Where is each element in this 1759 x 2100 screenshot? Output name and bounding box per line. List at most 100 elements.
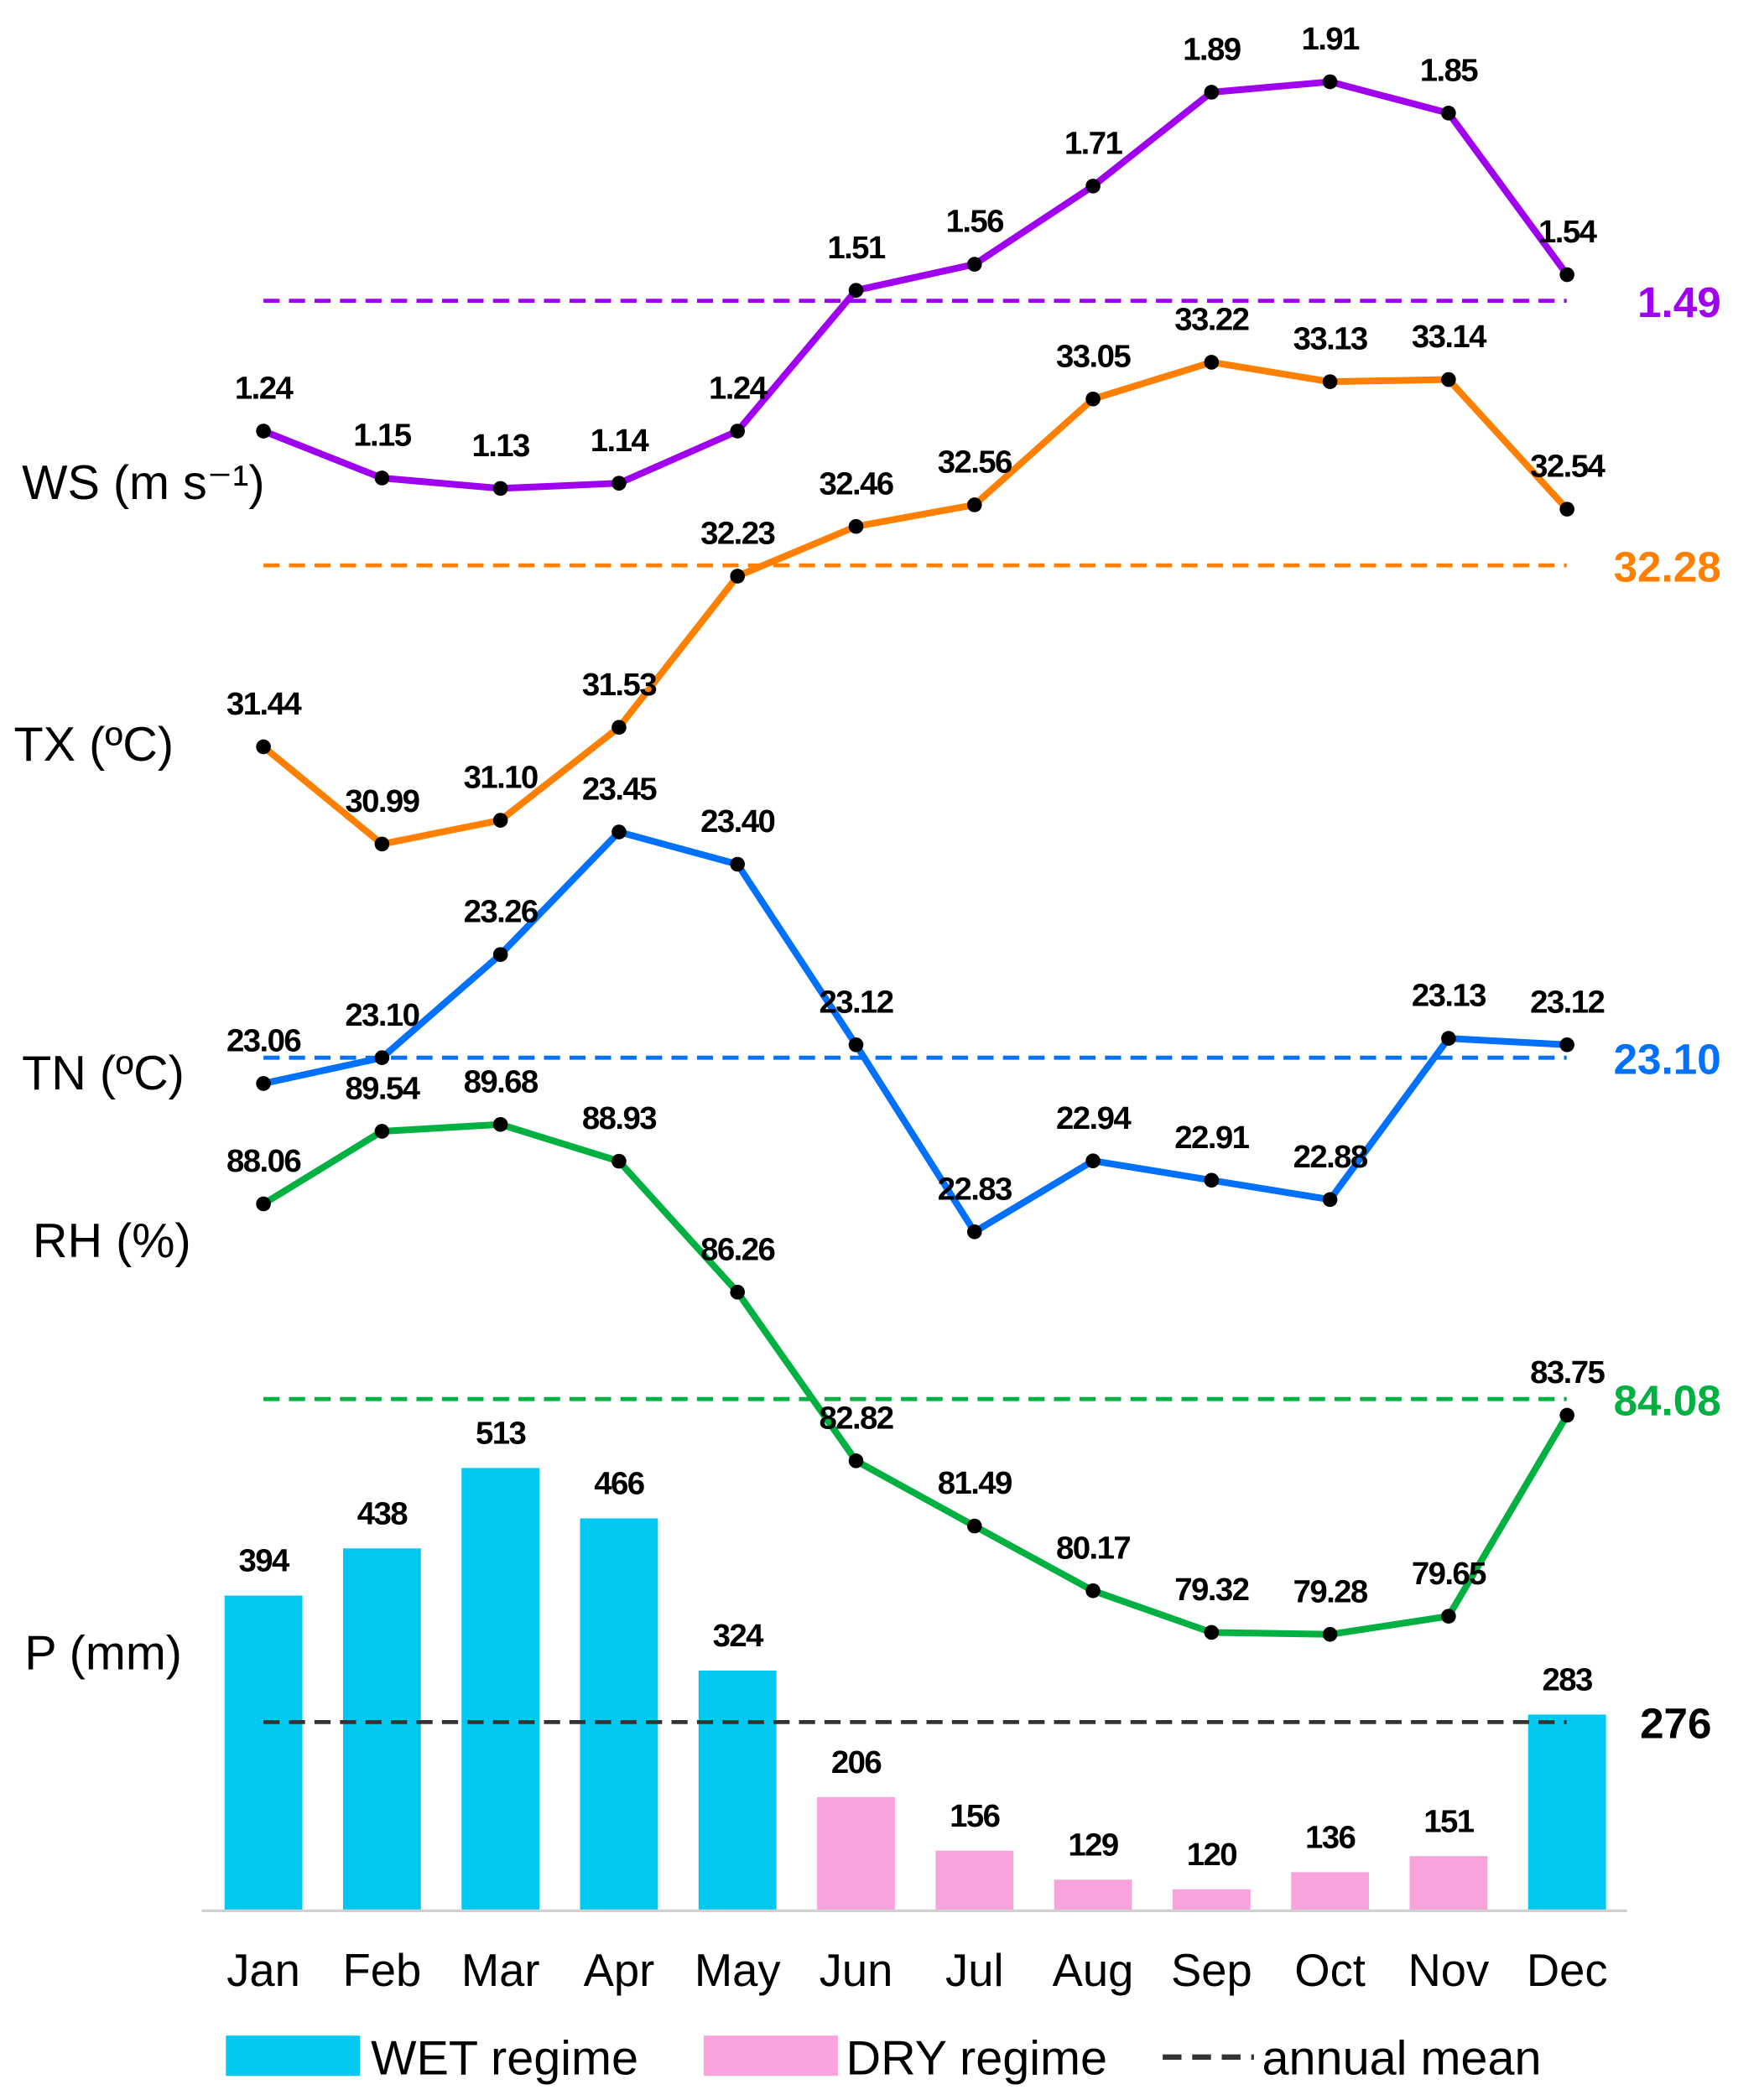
point-tx-sep	[1204, 355, 1220, 370]
data-label-ws: 1.56	[946, 204, 1004, 240]
point-rh-jan	[256, 1196, 271, 1212]
data-label-rh: 86.26	[700, 1231, 774, 1267]
month-label-feb: Feb	[343, 1945, 422, 1996]
data-label-tx: 33.05	[1056, 338, 1131, 374]
bar-p-nov	[1409, 1856, 1488, 1911]
mean-label-tx: 32.28	[1614, 543, 1721, 590]
point-rh-apr	[611, 1153, 627, 1169]
data-label-tn: 22.94	[1056, 1100, 1132, 1136]
data-label-tx: 31.53	[582, 667, 656, 703]
point-rh-feb	[374, 1124, 390, 1139]
bar-p-dec	[1527, 1714, 1606, 1911]
bar-label-p: 324	[713, 1618, 765, 1654]
data-label-rh: 82.82	[819, 1400, 893, 1436]
legend-swatch-dry	[703, 2035, 838, 2077]
point-ws-mar	[492, 481, 508, 496]
month-label-nov: Nov	[1408, 1945, 1491, 1996]
point-tn-jun	[848, 1037, 864, 1053]
data-label-ws: 1.89	[1183, 32, 1241, 68]
point-tn-oct	[1322, 1192, 1338, 1208]
data-label-rh: 89.68	[464, 1063, 539, 1099]
data-label-rh: 79.28	[1293, 1573, 1368, 1609]
data-label-rh: 79.65	[1412, 1556, 1486, 1592]
data-label-tn: 23.40	[700, 803, 774, 839]
mean-label-rh: 84.08	[1614, 1376, 1721, 1424]
point-tx-jan	[256, 739, 271, 755]
data-label-tn: 23.12	[819, 984, 893, 1020]
data-label-rh: 89.54	[345, 1071, 420, 1107]
point-ws-dec	[1559, 267, 1574, 283]
month-label-oct: Oct	[1294, 1945, 1366, 1996]
point-tx-may	[730, 569, 746, 584]
bar-label-p: 394	[238, 1543, 290, 1579]
data-label-tx: 31.10	[464, 760, 538, 796]
data-label-ws: 1.24	[235, 371, 294, 407]
month-label-jun: Jun	[820, 1945, 893, 1996]
point-tn-jul	[966, 1224, 982, 1240]
point-rh-jul	[966, 1518, 982, 1534]
data-label-tn: 23.45	[582, 772, 657, 808]
data-label-tx: 32.23	[700, 516, 774, 552]
data-label-rh: 81.49	[938, 1465, 1012, 1501]
data-label-tn: 23.13	[1412, 978, 1486, 1014]
data-label-tx: 33.22	[1174, 302, 1248, 338]
point-tx-aug	[1085, 391, 1101, 407]
data-label-tn: 23.10	[345, 997, 419, 1033]
line-tx	[261, 358, 1570, 848]
series-rh: 84.08 88.06 89.54 89.68 88.93 86.26 82.82 81.49…	[226, 1063, 1721, 1642]
month-label-mar: Mar	[461, 1945, 540, 1996]
bar-label-p: 438	[357, 1495, 409, 1531]
point-tn-aug	[1085, 1153, 1101, 1169]
point-tx-jul	[966, 497, 982, 512]
point-tn-sep	[1204, 1172, 1220, 1188]
point-ws-nov	[1441, 106, 1456, 121]
bar-p-jun	[817, 1796, 895, 1911]
legend-label-mean: annual mean	[1262, 2032, 1542, 2086]
point-tn-nov	[1441, 1031, 1456, 1046]
data-label-tx: 31.44	[226, 686, 302, 722]
data-label-ws: 1.91	[1301, 21, 1360, 57]
data-label-ws: 1.13	[471, 428, 529, 464]
point-ws-feb	[374, 470, 390, 486]
point-rh-oct	[1322, 1627, 1338, 1642]
bar-p-jul	[935, 1850, 1014, 1911]
data-label-ws: 1.85	[1420, 52, 1479, 88]
data-label-rh: 80.17	[1056, 1530, 1130, 1566]
point-ws-aug	[1085, 179, 1101, 194]
data-label-tx: 32.46	[819, 465, 893, 502]
month-label-aug: Aug	[1053, 1945, 1134, 1996]
point-rh-sep	[1204, 1624, 1220, 1640]
point-ws-may	[730, 424, 746, 439]
bar-label-p: 129	[1068, 1827, 1118, 1863]
bar-label-p: 513	[476, 1416, 526, 1452]
data-label-ws: 1.71	[1064, 125, 1123, 161]
point-tx-jun	[848, 518, 864, 534]
bar-label-p: 466	[594, 1466, 644, 1502]
month-label-may: May	[695, 1945, 782, 1996]
data-label-rh: 79.32	[1174, 1572, 1248, 1608]
ylabel-tn: TN (ºC)	[22, 1047, 185, 1100]
data-label-tx: 33.14	[1412, 319, 1487, 355]
point-tn-jan	[256, 1076, 271, 1091]
point-ws-jan	[256, 424, 271, 439]
point-rh-may	[730, 1284, 746, 1300]
point-tn-feb	[374, 1050, 390, 1065]
ylabel-p: P (mm)	[24, 1626, 182, 1680]
data-label-ws: 1.51	[827, 230, 886, 266]
bar-label-p: 151	[1423, 1803, 1475, 1839]
bar-label-p: 283	[1543, 1662, 1593, 1698]
bar-p-oct	[1291, 1872, 1370, 1911]
point-tn-dec	[1559, 1037, 1574, 1053]
bar-p-feb	[342, 1548, 421, 1911]
data-label-tx: 30.99	[345, 783, 419, 819]
series-tn: 23.10 23.06 23.10 23.26 23.45 23.40 23.12 22.83…	[226, 772, 1721, 1240]
point-rh-jun	[848, 1453, 864, 1468]
legend: WET regime DRY regime annual mean	[226, 2032, 1542, 2086]
mean-label-tn: 23.10	[1614, 1035, 1721, 1083]
data-label-tn: 22.88	[1293, 1139, 1368, 1175]
bar-p-may	[698, 1671, 777, 1911]
point-ws-oct	[1322, 74, 1338, 90]
data-label-tn: 22.83	[938, 1171, 1012, 1207]
legend-label-wet: WET regime	[371, 2032, 638, 2086]
ylabel-ws: WS (m s⁻¹)	[22, 456, 265, 510]
